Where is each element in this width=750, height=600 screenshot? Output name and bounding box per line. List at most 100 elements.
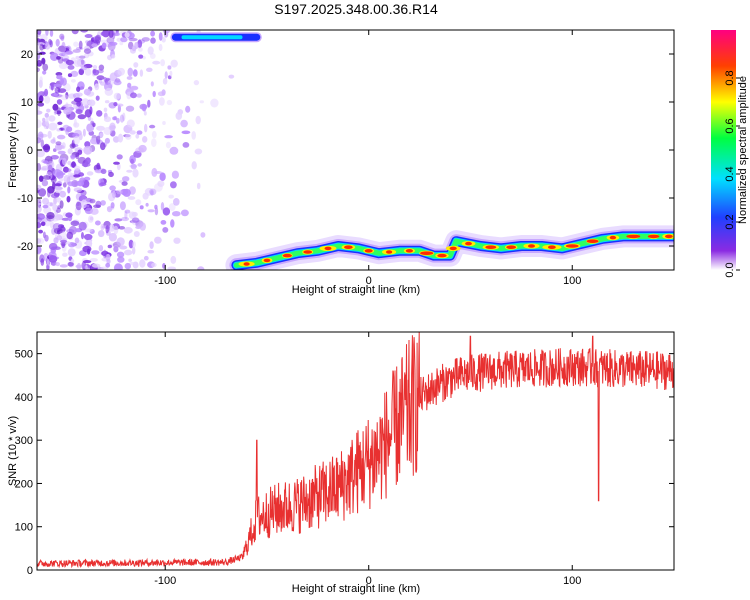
noise-speckle [135, 133, 140, 139]
noise-speckle [144, 123, 148, 133]
noise-speckle [132, 168, 139, 178]
noise-speckle [168, 203, 176, 211]
noise-speckle [119, 245, 128, 250]
noise-speckle [160, 220, 167, 225]
noise-speckle [151, 130, 157, 139]
noise-speckle [116, 103, 124, 107]
ridge-core-red [565, 244, 579, 248]
y-tick-label: 400 [15, 392, 33, 404]
noise-speckle [169, 70, 173, 77]
noise-speckle [49, 30, 54, 37]
noise-speckle [67, 160, 72, 166]
noise-speckle [119, 41, 124, 46]
noise-speckle [100, 142, 106, 151]
noise-speckle [109, 122, 116, 132]
noise-speckle [56, 56, 61, 60]
noise-speckle [113, 92, 121, 100]
x-tick-label: 100 [563, 275, 581, 287]
noise-speckle [116, 163, 121, 171]
noise-speckle [38, 95, 44, 103]
noise-speckle [160, 59, 166, 67]
noise-speckle [150, 30, 156, 37]
colorbar-tick-label: 0.8 [724, 70, 736, 85]
noise-speckle [113, 263, 123, 270]
noise-speckle [139, 259, 146, 268]
colorbar-tick-label: 0.2 [724, 214, 736, 229]
noise-speckle [45, 117, 49, 127]
noise-speckle [44, 112, 49, 118]
noise-speckle [70, 70, 79, 77]
noise-speckle [124, 209, 131, 214]
noise-speckle [37, 221, 42, 229]
ridge-core-red [449, 246, 457, 251]
noise-speckle [75, 152, 80, 160]
noise-speckle [147, 99, 151, 108]
noise-speckle [109, 185, 116, 191]
noise-speckle [99, 132, 104, 138]
noise-speckle [100, 200, 106, 206]
noise-speckle [56, 99, 63, 105]
noise-speckle [37, 110, 43, 115]
noise-speckle [67, 148, 73, 155]
noise-speckle [164, 135, 173, 139]
y-tick-label: 200 [15, 478, 33, 490]
y-tick-label: -20 [17, 241, 33, 253]
noise-speckle [146, 67, 153, 73]
noise-speckle [130, 85, 139, 91]
noise-speckle [57, 150, 66, 155]
noise-speckle [106, 36, 115, 44]
noise-speckle [85, 157, 91, 165]
noise-speckle [135, 199, 142, 206]
noise-speckle [130, 92, 137, 99]
x-tick-label: 0 [366, 575, 372, 587]
spectrogram-y-ticks: -20 -10 0 10 20 [17, 49, 674, 253]
noise-speckle [80, 59, 85, 65]
noise-speckle [78, 221, 87, 231]
noise-speckle [42, 63, 49, 71]
noise-speckle [82, 260, 92, 264]
noise-speckle [73, 174, 81, 178]
noise-speckle [56, 197, 62, 203]
noise-speckle [175, 111, 183, 120]
noise-speckle [90, 120, 95, 125]
noise-speckle [96, 135, 101, 145]
noise-speckle [170, 59, 178, 68]
ridge-core-red [609, 235, 617, 240]
noise-speckle [141, 104, 147, 112]
noise-speckle [56, 235, 63, 241]
noise-speckle [180, 119, 188, 128]
noise-speckle [152, 60, 161, 65]
noise-speckle [94, 34, 102, 44]
y-tick-label: -10 [17, 193, 33, 205]
noise-speckle [132, 241, 136, 248]
noise-speckle [92, 69, 100, 76]
noise-speckle [83, 233, 93, 241]
noise-speckle [87, 117, 94, 122]
noise-speckle [137, 39, 143, 49]
colorbar-tick-label: 0.0 [724, 262, 736, 277]
noise-speckle [50, 82, 54, 91]
noise-speckle [41, 165, 50, 171]
y-tick-label: 10 [21, 97, 33, 109]
ridge-core-red [282, 253, 292, 258]
noise-speckle [48, 255, 58, 263]
noise-speckle [119, 114, 125, 123]
noise-speckle [42, 145, 50, 151]
noise-speckle [162, 78, 168, 85]
snr-panel: -100 0 100 0 100 200 300 400 500 Height of stra… [7, 331, 675, 595]
noise-speckle [128, 261, 136, 265]
noise-speckle [157, 91, 165, 97]
noise-speckle [59, 264, 68, 268]
noise-speckle [96, 75, 105, 81]
noise-speckle [48, 115, 56, 122]
noise-speckle [72, 49, 81, 53]
noise-speckle [128, 258, 133, 262]
noise-speckle [131, 217, 140, 223]
noise-speckle [125, 133, 132, 140]
noise-speckle [159, 97, 165, 106]
noise-speckle [65, 59, 74, 66]
noise-speckle [136, 130, 143, 135]
noise-speckle [113, 244, 119, 253]
noise-speckle [164, 71, 168, 79]
noise-speckle [152, 90, 156, 98]
